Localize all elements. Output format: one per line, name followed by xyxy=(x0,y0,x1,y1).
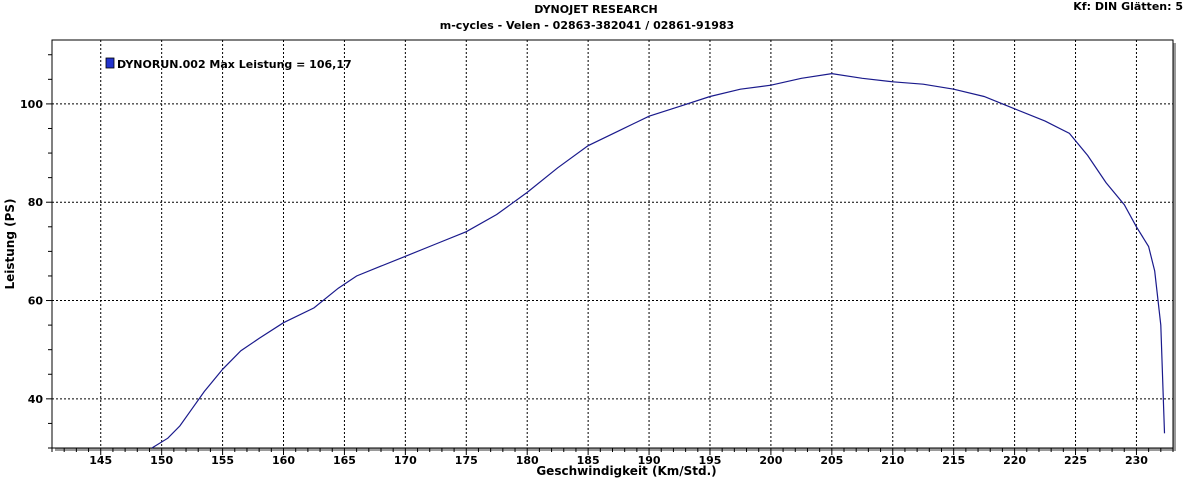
y-axis-label: Leistung (PS) xyxy=(3,198,17,289)
x-axis-label: Geschwindigkeit (Km/Std.) xyxy=(536,464,716,478)
x-tick-label: 150 xyxy=(150,454,173,467)
x-tick-label: 215 xyxy=(942,454,965,467)
x-tick-label: 160 xyxy=(272,454,295,467)
x-tick-label: 185 xyxy=(577,454,600,467)
x-tick-label: 175 xyxy=(455,454,478,467)
settings-readout: Kf: DIN Glätten: 5 xyxy=(1073,0,1183,13)
x-tick-label: 195 xyxy=(698,454,721,467)
x-tick-label: 205 xyxy=(820,454,843,467)
y-tick-label: 40 xyxy=(28,393,44,406)
x-tick-label: 170 xyxy=(394,454,417,467)
x-tick-label: 220 xyxy=(1003,454,1026,467)
legend-swatch xyxy=(105,57,115,69)
y-tick-label: 60 xyxy=(28,295,44,308)
x-tick-label: 155 xyxy=(211,454,234,467)
chart-subtitle: m-cycles - Velen - 02863-382041 / 02861-… xyxy=(439,19,735,32)
plot-area xyxy=(51,39,1174,449)
x-tick-label: 225 xyxy=(1064,454,1087,467)
series-line xyxy=(151,72,1166,449)
x-tick-label: 145 xyxy=(89,454,112,467)
y-tick-label: 80 xyxy=(28,196,44,209)
legend-label: DYNORUN.002 Max Leistung = 106,17 xyxy=(117,58,352,71)
x-tick-label: 180 xyxy=(516,454,539,467)
x-tick-label: 210 xyxy=(881,454,904,467)
chart-title: DYNOJET RESEARCH xyxy=(534,3,658,16)
x-tick-label: 165 xyxy=(333,454,356,467)
x-tick-label: 230 xyxy=(1125,454,1148,467)
x-tick-label: 190 xyxy=(638,454,661,467)
x-tick-label: 200 xyxy=(759,454,782,467)
y-tick-label: 100 xyxy=(20,98,43,111)
